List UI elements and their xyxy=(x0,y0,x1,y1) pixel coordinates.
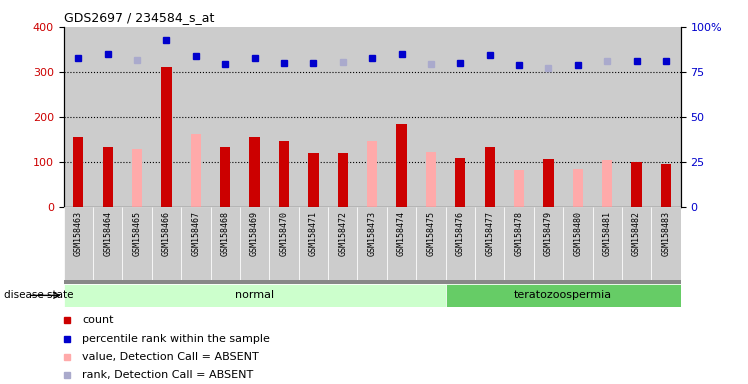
Bar xyxy=(308,153,319,207)
Text: GSM158466: GSM158466 xyxy=(162,211,171,256)
Bar xyxy=(631,162,642,207)
Bar xyxy=(563,27,592,207)
Text: GSM158474: GSM158474 xyxy=(397,211,406,256)
Text: disease state: disease state xyxy=(4,290,73,300)
Bar xyxy=(660,164,671,207)
Bar xyxy=(298,207,328,280)
Bar xyxy=(162,68,171,207)
Bar xyxy=(123,27,152,207)
Bar xyxy=(181,27,210,207)
Bar xyxy=(191,134,201,207)
Bar xyxy=(592,27,622,207)
Bar xyxy=(543,159,554,207)
Bar xyxy=(93,207,123,280)
Bar xyxy=(102,147,113,207)
Text: GSM158478: GSM158478 xyxy=(515,211,524,256)
Bar xyxy=(396,124,407,207)
Bar xyxy=(485,147,495,207)
Bar xyxy=(298,27,328,207)
Text: GSM158471: GSM158471 xyxy=(309,211,318,256)
Text: GSM158473: GSM158473 xyxy=(367,211,377,256)
Text: GSM158476: GSM158476 xyxy=(456,211,465,256)
Text: GSM158464: GSM158464 xyxy=(103,211,112,256)
Bar xyxy=(573,169,583,207)
Bar xyxy=(279,141,289,207)
Bar xyxy=(514,170,524,207)
Bar xyxy=(455,158,465,207)
Bar xyxy=(387,207,416,280)
Text: GSM158475: GSM158475 xyxy=(426,211,435,256)
Bar xyxy=(64,283,446,307)
Bar xyxy=(337,153,348,207)
Bar xyxy=(426,152,436,207)
Text: GSM158470: GSM158470 xyxy=(280,211,289,256)
Bar xyxy=(93,27,123,207)
Text: GSM158479: GSM158479 xyxy=(544,211,553,256)
Bar xyxy=(220,147,230,207)
Bar xyxy=(249,137,260,207)
Bar xyxy=(446,283,681,307)
Text: GSM158472: GSM158472 xyxy=(338,211,347,256)
Bar xyxy=(210,207,240,280)
Text: GSM158481: GSM158481 xyxy=(603,211,612,256)
Bar xyxy=(152,207,181,280)
Bar xyxy=(652,27,681,207)
Bar xyxy=(152,27,181,207)
Bar xyxy=(210,27,240,207)
Bar xyxy=(387,27,416,207)
Bar xyxy=(269,207,298,280)
Bar xyxy=(446,207,475,280)
Text: GSM158465: GSM158465 xyxy=(132,211,141,256)
Bar xyxy=(504,27,534,207)
Bar xyxy=(64,27,93,207)
Bar xyxy=(475,207,504,280)
Bar xyxy=(602,160,613,207)
Bar xyxy=(563,207,592,280)
Bar xyxy=(123,207,152,280)
Bar xyxy=(73,137,84,207)
Bar xyxy=(132,149,142,207)
Bar xyxy=(358,207,387,280)
Text: GSM158468: GSM158468 xyxy=(221,211,230,256)
Bar xyxy=(240,27,269,207)
Text: GSM158463: GSM158463 xyxy=(74,211,83,256)
Text: GSM158482: GSM158482 xyxy=(632,211,641,256)
Bar xyxy=(181,207,210,280)
Text: GSM158480: GSM158480 xyxy=(573,211,583,256)
Bar xyxy=(534,207,563,280)
Bar xyxy=(475,27,504,207)
Bar xyxy=(328,27,358,207)
Bar xyxy=(64,207,93,280)
Bar xyxy=(652,207,681,280)
Bar xyxy=(416,207,446,280)
Text: GSM158469: GSM158469 xyxy=(250,211,259,256)
Bar xyxy=(416,27,446,207)
Bar xyxy=(592,207,622,280)
Bar xyxy=(622,27,652,207)
Text: GSM158467: GSM158467 xyxy=(191,211,200,256)
Bar xyxy=(367,141,377,207)
Bar xyxy=(269,27,298,207)
Bar xyxy=(358,27,387,207)
Text: teratozoospermia: teratozoospermia xyxy=(514,290,612,300)
Text: GDS2697 / 234584_s_at: GDS2697 / 234584_s_at xyxy=(64,11,214,24)
Bar xyxy=(504,207,534,280)
Text: normal: normal xyxy=(235,290,275,300)
Text: value, Detection Call = ABSENT: value, Detection Call = ABSENT xyxy=(82,352,259,362)
Text: rank, Detection Call = ABSENT: rank, Detection Call = ABSENT xyxy=(82,370,254,380)
Text: GSM158477: GSM158477 xyxy=(485,211,494,256)
Text: GSM158483: GSM158483 xyxy=(661,211,670,256)
Text: percentile rank within the sample: percentile rank within the sample xyxy=(82,334,270,344)
Bar xyxy=(328,207,358,280)
Bar xyxy=(446,27,475,207)
Bar xyxy=(622,207,652,280)
Bar xyxy=(240,207,269,280)
Text: count: count xyxy=(82,315,114,325)
Bar xyxy=(64,280,681,283)
Bar xyxy=(534,27,563,207)
